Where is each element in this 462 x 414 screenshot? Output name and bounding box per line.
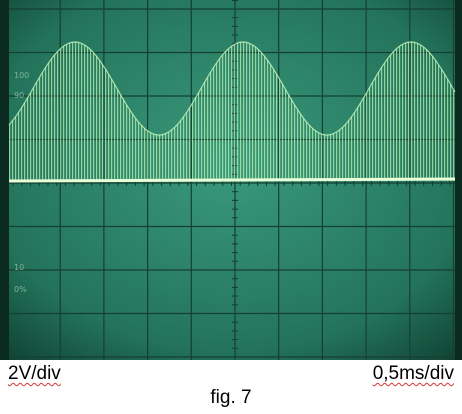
waveform-envelope	[8, 41, 456, 136]
vertical-scale: 2V/div	[8, 363, 61, 384]
oscilloscope-screen: 100 90 10 0%	[0, 0, 462, 360]
screen-label: 90	[14, 91, 24, 100]
baseline-trace	[8, 177, 456, 183]
bezel-right	[455, 0, 462, 360]
screen-label: 100	[14, 71, 29, 80]
bezel-left	[0, 0, 9, 360]
screen-label: 0%	[14, 285, 27, 294]
screen-labels: 100 90 10 0%	[14, 71, 29, 294]
screen-label: 10	[14, 263, 24, 272]
figure-caption: fig. 7	[210, 387, 252, 408]
time-scale: 0,5ms/div	[372, 363, 454, 384]
